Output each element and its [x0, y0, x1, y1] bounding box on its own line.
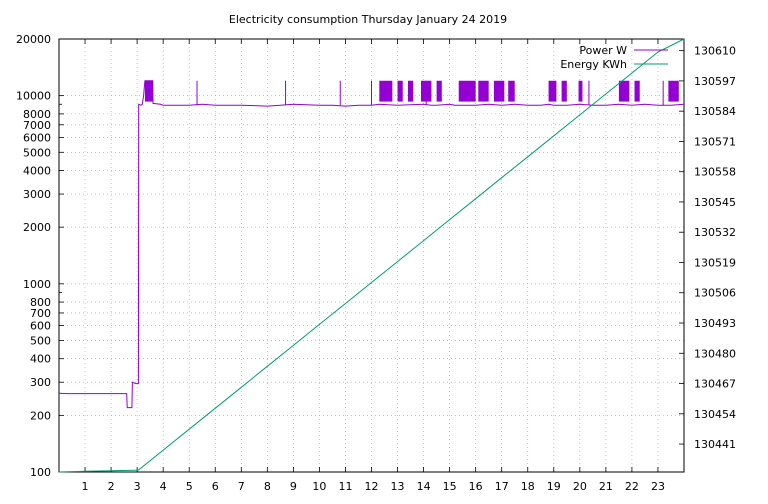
y-tick-label: 700 — [30, 307, 51, 320]
y2-tick-label: 130480 — [694, 347, 736, 360]
y2-tick-label: 130597 — [694, 75, 736, 88]
y-tick-label: 4000 — [23, 165, 51, 178]
x-tick-label: 22 — [625, 480, 639, 493]
x-tick-label: 15 — [443, 480, 457, 493]
power-spike-band — [548, 80, 557, 102]
x-tick-label: 3 — [134, 480, 141, 493]
y-tick-label: 600 — [30, 320, 51, 333]
power-series-line — [58, 80, 685, 409]
x-tick-label: 11 — [338, 480, 352, 493]
power-spike-band — [634, 80, 640, 102]
y-tick-label: 2000 — [23, 221, 51, 234]
x-tick-label: 12 — [365, 480, 379, 493]
y-tick-label: 200 — [30, 409, 51, 422]
x-tick-label: 10 — [312, 480, 326, 493]
y-tick-label: 800 — [30, 296, 51, 309]
power-spike-band — [144, 80, 153, 102]
power-spike-band — [668, 80, 679, 102]
x-tick-label: 5 — [186, 480, 193, 493]
plot-area — [58, 38, 685, 473]
y2-tick-label: 130584 — [694, 105, 736, 118]
x-tick-label: 23 — [651, 480, 665, 493]
y2-tick-label: 130441 — [694, 438, 736, 451]
y-tick-label: 3000 — [23, 188, 51, 201]
power-spike-band — [618, 80, 630, 102]
x-tick-label: 18 — [521, 480, 535, 493]
x-tick-label: 1 — [82, 480, 89, 493]
power-spike-band — [379, 80, 393, 102]
y2-tick-label: 130454 — [694, 408, 736, 421]
x-tick-label: 13 — [391, 480, 405, 493]
y-tick-label: 8000 — [23, 108, 51, 121]
x-tick-label: 21 — [599, 480, 613, 493]
x-tick-label: 20 — [573, 480, 587, 493]
y-tick-label: 1000 — [23, 278, 51, 291]
power-spike-band — [578, 80, 583, 102]
x-tick-label: 8 — [264, 480, 271, 493]
y2-tick-label: 130506 — [694, 287, 736, 300]
y2-tick-label: 130610 — [694, 45, 736, 58]
y2-tick-label: 130532 — [694, 226, 736, 239]
x-tick-label: 14 — [417, 480, 431, 493]
x-tick-label: 7 — [238, 480, 245, 493]
y2-tick-label: 130558 — [694, 166, 736, 179]
y2-tick-label: 130519 — [694, 256, 736, 269]
power-spike-band — [397, 80, 403, 102]
x-tick-label: 17 — [495, 480, 509, 493]
y-tick-label: 6000 — [23, 131, 51, 144]
y-tick-label: 400 — [30, 353, 51, 366]
power-spike-band — [436, 80, 442, 102]
y2-tick-label: 130545 — [694, 196, 736, 209]
power-spike-band — [561, 80, 567, 102]
y-tick-label: 300 — [30, 376, 51, 389]
legend-label: Energy KWh — [560, 58, 627, 71]
y-tick-label: 7000 — [23, 119, 51, 132]
y2-tick-label: 130493 — [694, 317, 736, 330]
y2-tick-label: 130571 — [694, 135, 736, 148]
x-tick-label: 19 — [547, 480, 561, 493]
power-spike-band — [407, 80, 414, 102]
power-spike-band — [458, 80, 476, 102]
chart-title: Electricity consumption Thursday January… — [229, 13, 507, 26]
plot-border — [58, 38, 685, 473]
y-tick-label: 500 — [30, 334, 51, 347]
power-spike-band — [508, 80, 515, 102]
y-tick-label: 20000 — [16, 33, 51, 46]
energy-series-line — [58, 38, 685, 473]
x-tick-label: 16 — [469, 480, 483, 493]
axes: 1 2 3 4 5 6 7 8 9 10 11 12 13 14 15 16 17 18 19 20 21 22 23100… — [16, 33, 736, 493]
x-tick-label: 6 — [212, 480, 219, 493]
x-tick-label: 2 — [108, 480, 115, 493]
y2-tick-label: 130467 — [694, 378, 736, 391]
y-tick-label: 10000 — [16, 90, 51, 103]
y-tick-label: 5000 — [23, 146, 51, 159]
x-tick-label: 9 — [290, 480, 297, 493]
x-tick-label: 4 — [160, 480, 167, 493]
y-tick-label: 100 — [30, 466, 51, 479]
power-spike-band — [478, 80, 489, 102]
power-spike-band — [493, 80, 505, 102]
legend-label: Power W — [579, 44, 627, 57]
